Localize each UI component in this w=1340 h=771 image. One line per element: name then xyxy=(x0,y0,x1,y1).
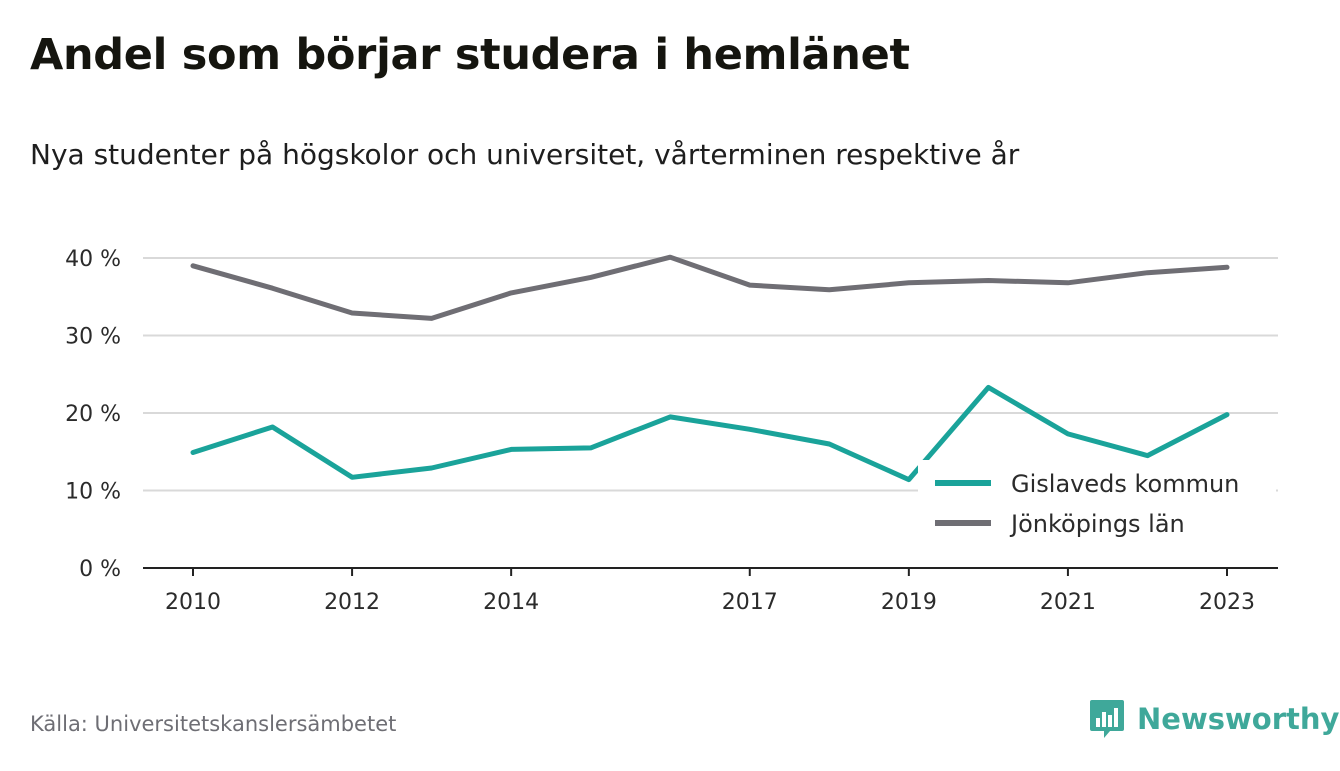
y-tick-label: 40 % xyxy=(65,247,121,272)
chart-subtitle: Nya studenter på högskolor och universit… xyxy=(30,138,1020,171)
y-axis: 40 % 30 % 20 % 10 % 0 % xyxy=(65,247,121,582)
x-axis: 2010 2012 2014 2017 2019 2021 2023 xyxy=(165,568,1255,615)
x-tick-label: 2021 xyxy=(1040,590,1096,615)
brand-name: Newsworthy xyxy=(1137,702,1340,736)
legend: Gislaveds kommun Jönköpings län xyxy=(918,460,1276,552)
y-tick-label: 0 % xyxy=(79,557,121,582)
x-tick-label: 2023 xyxy=(1199,590,1255,615)
y-tick-label: 10 % xyxy=(65,480,121,505)
x-tick-label: 2019 xyxy=(881,590,937,615)
x-tick-label: 2014 xyxy=(483,590,539,615)
x-tick-label: 2012 xyxy=(324,590,380,615)
legend-label: Jönköpings län xyxy=(1009,510,1185,538)
x-tick-label: 2010 xyxy=(165,590,221,615)
source-note: Källa: Universitetskanslersämbetet xyxy=(30,712,397,736)
newsworthy-logo-icon xyxy=(1090,700,1124,738)
brand-logo: Newsworthy xyxy=(1089,698,1339,740)
series-line xyxy=(190,384,1230,483)
y-tick-label: 30 % xyxy=(65,325,121,350)
chart-title: Andel som börjar studera i hemlänet xyxy=(30,30,910,80)
x-tick-label: 2017 xyxy=(722,590,778,615)
series-line xyxy=(190,254,1230,321)
legend-background xyxy=(918,460,1276,552)
series-lines xyxy=(190,254,1230,483)
y-tick-label: 20 % xyxy=(65,402,121,427)
legend-label: Gislaveds kommun xyxy=(1011,470,1239,498)
